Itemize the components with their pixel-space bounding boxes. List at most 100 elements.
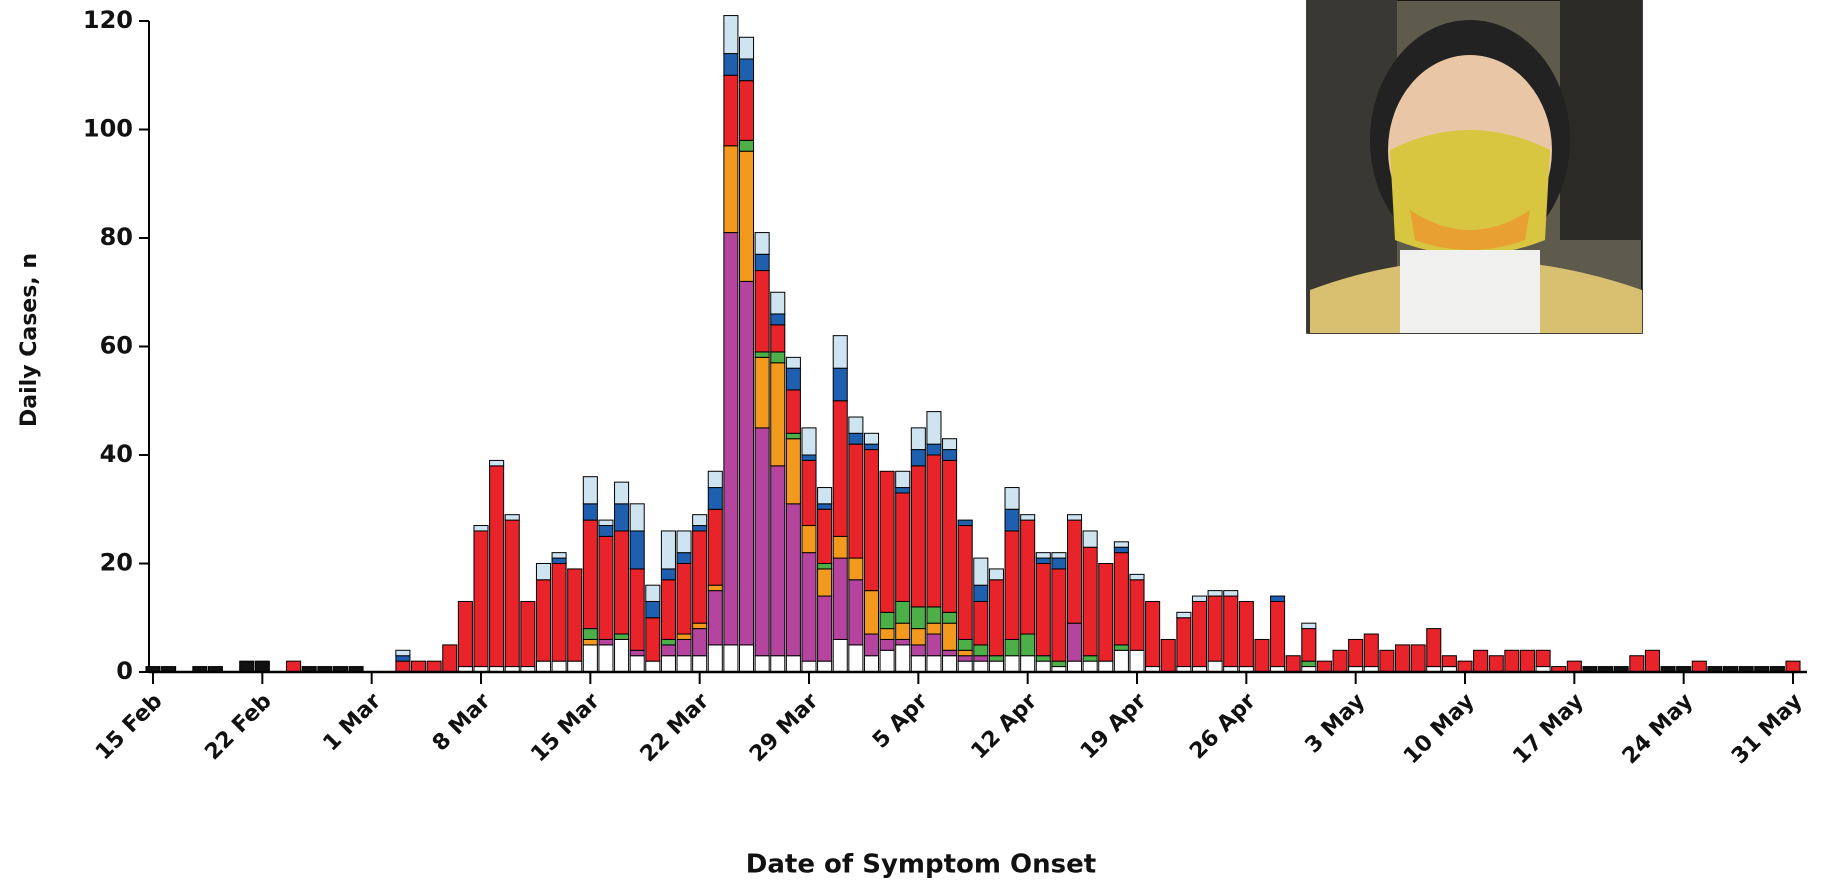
bar-segment — [1082, 546, 1098, 657]
bar-segment — [957, 655, 973, 662]
bar-segment — [817, 487, 833, 505]
bar-segment — [1035, 557, 1051, 565]
x-tick-label: 26 Apr — [1185, 689, 1261, 765]
bar-segment — [1051, 660, 1067, 668]
bar-segment — [770, 324, 786, 353]
bar-segment — [442, 644, 458, 673]
bar-segment — [942, 655, 958, 673]
bar-segment — [1535, 649, 1551, 668]
bar-segment — [660, 568, 676, 581]
bar-segment — [520, 600, 536, 668]
bar-segment — [738, 80, 755, 141]
bar-segment — [598, 525, 614, 537]
bar-segment — [926, 655, 942, 673]
bar-segment — [801, 525, 817, 554]
bar-segment — [895, 622, 911, 640]
bar-segment — [957, 519, 973, 527]
bar-segment — [895, 638, 911, 646]
bar-segment — [1129, 579, 1145, 651]
bar-segment — [1020, 633, 1036, 657]
bar-segment — [1191, 595, 1208, 602]
bar-segment — [1238, 600, 1254, 668]
bar-segment — [614, 481, 630, 505]
bar-segment — [660, 655, 676, 673]
bar-segment — [676, 552, 692, 565]
bar-segment — [1145, 600, 1161, 668]
bar-segment — [1285, 655, 1301, 673]
bar-segment — [645, 617, 661, 662]
x-tick-label: 10 May — [1399, 689, 1479, 769]
bar-segment — [754, 655, 770, 673]
bar-segment — [785, 389, 801, 434]
bar-segment — [1363, 633, 1379, 668]
bar-segment — [910, 427, 926, 451]
bar-segment — [723, 15, 739, 55]
bar-segment — [1082, 655, 1098, 662]
bar-segment — [1020, 514, 1036, 521]
bar-segment — [863, 432, 880, 445]
bar-segment — [723, 74, 739, 147]
bar-segment — [254, 660, 270, 673]
bar-segment — [832, 638, 848, 673]
bar-segment — [1020, 519, 1036, 635]
bar-segment — [863, 655, 880, 673]
bar-segment — [926, 411, 942, 445]
bar-segment — [738, 280, 755, 646]
bar-segment — [457, 600, 473, 668]
bar-segment — [1691, 660, 1707, 673]
bar-segment — [754, 232, 770, 255]
bar-segment — [1644, 649, 1660, 673]
bar-segment — [926, 606, 942, 624]
bar-segment — [1113, 644, 1129, 651]
bar-segment — [738, 644, 755, 673]
bar-segment — [848, 432, 864, 445]
bar-segment — [1207, 590, 1223, 597]
bar-segment — [973, 655, 989, 662]
bar-segment — [614, 638, 630, 673]
bar-segment — [817, 563, 833, 570]
x-tick-label: 8 Mar — [428, 689, 496, 757]
x-tick-label: 29 Mar — [745, 689, 823, 767]
bar-segment — [1066, 622, 1083, 662]
bar-segment — [910, 606, 926, 630]
bar-segment — [832, 557, 848, 640]
bar-segment — [863, 590, 880, 635]
bar-segment — [942, 649, 958, 657]
bar-segment — [723, 53, 739, 76]
bar-segment — [1566, 660, 1582, 673]
bar-segment — [1254, 638, 1270, 673]
bar-segment — [676, 655, 692, 673]
photo — [1306, 0, 1643, 334]
x-tick-label: 12 Apr — [967, 689, 1043, 765]
bar-segment — [598, 638, 614, 646]
bar-segment — [1004, 487, 1020, 510]
bar-segment — [629, 530, 645, 570]
bar-segment — [489, 459, 505, 467]
bar-segment — [957, 638, 973, 651]
bar-segment — [910, 628, 926, 646]
bar-segment — [645, 584, 661, 602]
x-axis-label: Date of Symptom Onset — [746, 850, 1096, 880]
bar-segment — [723, 232, 739, 646]
bar-segment — [582, 644, 598, 673]
bar-segment — [1223, 590, 1239, 597]
bar-segment — [567, 568, 583, 662]
bar-segment — [676, 633, 692, 640]
bar-segment — [629, 568, 645, 651]
bar-segment — [692, 628, 708, 657]
bar-segment — [1129, 649, 1145, 673]
bar-segment — [1066, 514, 1083, 521]
bar-segment — [692, 525, 708, 532]
bar-segment — [1129, 573, 1145, 581]
bar-segment — [582, 503, 598, 521]
bar-segment — [1410, 644, 1426, 673]
bar-segment — [863, 443, 880, 451]
bar-segment — [426, 660, 442, 673]
bar-segment — [848, 644, 864, 673]
bar-segment — [848, 557, 864, 581]
bar-segment — [848, 416, 864, 434]
bar-segment — [551, 563, 567, 662]
x-tick-label: 31 May — [1727, 689, 1807, 769]
bar-segment — [1441, 655, 1457, 668]
bar-segment — [535, 660, 552, 673]
